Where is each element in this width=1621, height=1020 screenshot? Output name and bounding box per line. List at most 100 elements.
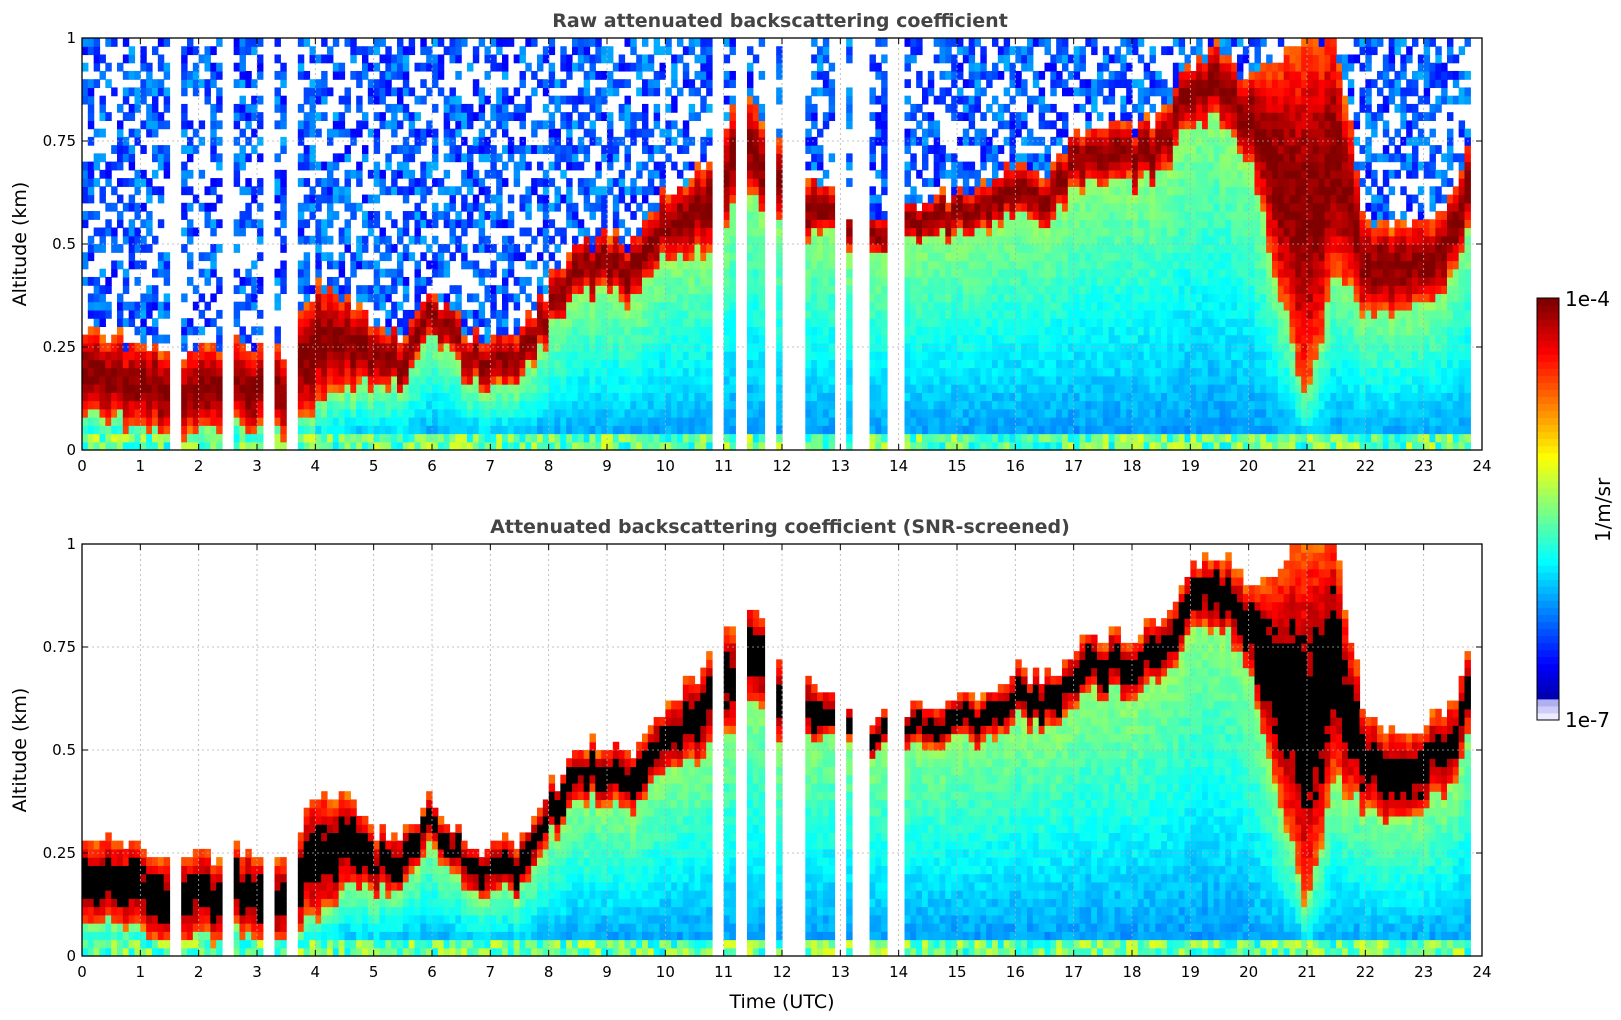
heatmap-cell	[134, 392, 141, 402]
heatmap-cell	[957, 342, 964, 352]
heatmap-cell	[910, 202, 917, 212]
heatmap-cell	[601, 367, 608, 377]
heatmap-cell	[233, 301, 241, 311]
heatmap-cell	[881, 136, 888, 146]
heatmap-cell	[239, 334, 246, 344]
heatmap-cell	[688, 103, 696, 113]
heatmap-cell	[974, 244, 981, 253]
heatmap-cell	[962, 211, 970, 220]
heatmap-cell	[420, 79, 427, 89]
heatmap-cell	[397, 54, 404, 64]
heatmap-cell	[181, 202, 188, 212]
heatmap-cell	[274, 276, 281, 286]
heatmap-cell	[344, 145, 351, 154]
heatmap-cell	[426, 359, 433, 369]
heatmap-cell	[414, 276, 421, 286]
heatmap-column	[957, 38, 964, 451]
heatmap-cell	[484, 54, 491, 64]
heatmap-cell	[391, 186, 398, 196]
heatmap-cell	[461, 318, 468, 327]
heatmap-cell	[379, 169, 386, 179]
heatmap-cell	[577, 87, 585, 97]
heatmap-cell	[432, 384, 439, 393]
heatmap-cell	[117, 417, 124, 426]
heatmap-cell	[922, 375, 929, 385]
heatmap-cell	[321, 95, 328, 105]
heatmap-cell	[653, 268, 661, 278]
heatmap-cell	[706, 219, 713, 229]
heatmap-cell	[420, 326, 427, 336]
heatmap-cell	[700, 392, 707, 402]
heatmap-cell	[548, 359, 556, 369]
heatmap-cell	[677, 309, 684, 319]
heatmap-cell	[157, 334, 165, 344]
heatmap-cell	[542, 359, 550, 369]
heatmap-cell	[595, 87, 602, 97]
heatmap-cell	[537, 433, 544, 443]
heatmap-cell	[805, 260, 812, 270]
heatmap-cell	[997, 244, 1005, 253]
heatmap-cell	[297, 318, 305, 327]
heatmap-cell	[980, 392, 987, 402]
heatmap-cell	[233, 351, 241, 360]
heatmap-cell	[951, 70, 958, 80]
heatmap-cell	[280, 375, 287, 385]
heatmap-cell	[414, 293, 421, 303]
heatmap-cell	[251, 392, 258, 402]
heatmap-cell	[846, 384, 853, 393]
heatmap-cell	[554, 375, 561, 385]
heatmap-cell	[910, 186, 917, 196]
heatmap-cell	[134, 441, 141, 451]
heatmap-cell	[706, 128, 713, 138]
heatmap-cell	[642, 351, 649, 360]
heatmap-cell	[245, 153, 252, 163]
heatmap-cell	[747, 260, 754, 270]
heatmap-cell	[449, 384, 456, 393]
heatmap-cell	[496, 433, 503, 443]
heatmap-cell	[729, 276, 736, 286]
heatmap-cell	[332, 260, 340, 270]
heatmap-cell	[904, 252, 911, 262]
heatmap-cell	[560, 351, 567, 360]
heatmap-cell	[630, 46, 637, 56]
heatmap-cell	[408, 351, 416, 360]
heatmap-cell	[957, 227, 964, 237]
heatmap-cell	[531, 351, 538, 360]
heatmap-cell	[729, 392, 736, 402]
heatmap-cell	[957, 252, 964, 262]
heatmap-cell	[951, 169, 958, 179]
heatmap-cell	[87, 359, 95, 369]
heatmap-cell	[869, 244, 876, 253]
heatmap-cell	[811, 87, 818, 97]
heatmap-cell	[198, 367, 206, 377]
heatmap-cell	[280, 384, 287, 393]
heatmap-cell	[752, 161, 760, 171]
heatmap-cell	[875, 326, 882, 336]
heatmap-cell	[706, 276, 713, 286]
heatmap-cell	[402, 441, 410, 451]
heatmap-cell	[589, 293, 596, 303]
heatmap-cell	[817, 441, 824, 451]
heatmap-cell	[747, 46, 754, 56]
heatmap-cell	[572, 285, 579, 295]
heatmap-cell	[822, 87, 830, 97]
heatmap-cell	[747, 359, 754, 369]
heatmap-cell	[93, 359, 101, 369]
heatmap-cell	[904, 244, 911, 253]
heatmap-cell	[554, 244, 561, 253]
heatmap-cell	[618, 408, 626, 418]
heatmap-cell	[607, 186, 614, 196]
heatmap-cell	[951, 326, 958, 336]
heatmap-cell	[303, 367, 311, 377]
heatmap-cell	[630, 359, 637, 369]
heatmap-cell	[210, 219, 217, 229]
heatmap-cell	[875, 211, 882, 220]
heatmap-cell	[974, 260, 981, 270]
heatmap-cell	[233, 79, 241, 89]
heatmap-cell	[653, 211, 661, 220]
heatmap-cell	[589, 326, 596, 336]
heatmap-cell	[140, 441, 147, 451]
heatmap-cell	[87, 169, 95, 179]
heatmap-cell	[257, 342, 264, 352]
heatmap-cell	[700, 153, 707, 163]
